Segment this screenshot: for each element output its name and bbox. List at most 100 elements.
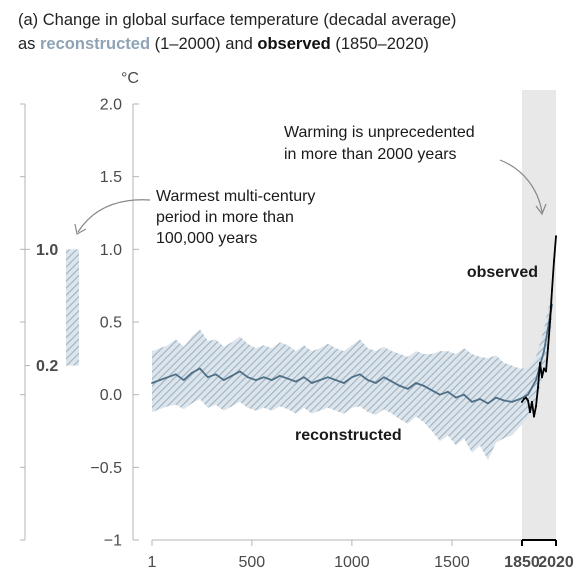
annotation-unprecedented: Warming is unprecedented in more than 200… <box>284 124 475 163</box>
x-tick-label: 1 <box>148 554 157 571</box>
observed-point <box>522 398 525 401</box>
reconstructed-point <box>535 379 537 382</box>
reconstructed-point <box>166 376 169 379</box>
reconstructed-point <box>294 380 297 383</box>
annotation-warmest-line: Warmest multi-century <box>156 188 315 205</box>
reconstructed-point <box>415 382 417 384</box>
reconstructed-point <box>431 389 433 392</box>
reconstructed-point <box>334 379 337 382</box>
reconstructed-point <box>375 382 377 384</box>
reconstructed-point <box>174 373 177 376</box>
observed-point <box>546 347 549 350</box>
y-tick-label: 1.0 <box>100 242 122 259</box>
reconstructed-point <box>543 350 545 352</box>
reconstructed-point <box>158 379 161 382</box>
reconstructed-point <box>503 399 505 402</box>
paleo-warm-period-bar <box>66 249 79 366</box>
x-tick-label: 1000 <box>334 554 370 571</box>
annotation-unprecedented-line: Warming is unprecedented <box>284 124 475 141</box>
reconstructed-point <box>342 382 345 384</box>
observed-point <box>524 396 527 399</box>
observed-point <box>538 361 541 364</box>
observed-point <box>544 370 547 373</box>
title-suffix: (1850–2020) <box>330 35 429 53</box>
reconstructed-point <box>270 379 273 382</box>
observed-point <box>532 415 535 418</box>
observed-point <box>555 235 557 238</box>
title-line-2: as reconstructed (1–2000) and observed (… <box>18 32 456 56</box>
reconstructed-point <box>367 379 369 382</box>
reconstructed-point <box>447 390 449 393</box>
reconstructed-point <box>479 398 481 400</box>
reconstructed-uncertainty-band <box>152 290 552 461</box>
x-tick-label: 500 <box>238 554 265 571</box>
y-axis-unit: °C <box>121 70 139 87</box>
observed-point <box>548 321 551 323</box>
reconstructed-point <box>214 373 217 376</box>
reconstructed-point <box>151 382 153 384</box>
reconstructed-point <box>455 396 457 399</box>
reconstructed-point <box>423 385 425 387</box>
reconstructed-point <box>302 376 305 379</box>
observed-point <box>536 386 539 389</box>
x-tick-label: 1850 <box>504 554 540 571</box>
reconstructed-point <box>359 373 361 376</box>
annotation-arrow-unprecedented <box>499 159 543 213</box>
reconstructed-point <box>206 376 209 379</box>
reconstructed-point <box>286 377 289 380</box>
observed-series-label: observed <box>467 264 538 281</box>
reconstructed-point <box>511 401 513 403</box>
y-tick-label: 0.5 <box>100 315 122 332</box>
x-tick-label: 1500 <box>434 554 470 571</box>
annotation-arrow-warmest <box>77 199 151 233</box>
reconstructed-point <box>310 382 313 384</box>
reconstructed-point <box>262 376 265 379</box>
y-tick-label: 2.0 <box>100 97 122 114</box>
chart-title: (a) Change in global surface temperature… <box>18 8 456 56</box>
title-prefix: as <box>18 35 41 53</box>
observed-point <box>534 405 537 408</box>
observed-point <box>520 400 523 403</box>
title-reconstructed: reconstructed <box>40 35 151 53</box>
annotation-arrowhead-warmest <box>74 223 87 235</box>
reconstructed-point <box>471 401 473 403</box>
reconstructed-point <box>278 374 281 377</box>
observed-point <box>526 399 529 402</box>
title-observed: observed <box>257 35 331 53</box>
reconstructed-point <box>463 393 465 396</box>
paleo-tick-label: 0.2 <box>36 358 58 375</box>
observed-point <box>528 411 531 414</box>
annotation-warmest-line: 100,000 years <box>156 230 257 247</box>
reconstructed-point <box>519 398 521 400</box>
reconstructed-point <box>318 379 321 382</box>
reconstructed-point <box>383 376 385 379</box>
observed-point <box>530 400 533 403</box>
reconstructed-point <box>246 376 249 379</box>
title-line-1: (a) Change in global surface temperature… <box>18 11 457 29</box>
observed-point <box>542 367 545 370</box>
reconstructed-point <box>326 376 329 379</box>
reconstructed-point <box>439 393 441 396</box>
observed-point <box>540 376 543 379</box>
reconstructed-point <box>407 387 409 390</box>
x-tick-label: 2020 <box>538 554 574 571</box>
reconstructed-point <box>527 393 529 396</box>
reconstructed-point <box>230 374 233 377</box>
y-tick-label: 0.0 <box>100 387 122 404</box>
annotation-warmest: Warmest multi-century period in more than… <box>156 188 315 247</box>
reconstructed-point <box>487 402 489 405</box>
y-tick-label: −0.5 <box>90 460 122 477</box>
reconstructed-series-label: reconstructed <box>295 427 402 444</box>
reconstructed-point <box>391 380 393 383</box>
reconstructed-point <box>222 379 225 382</box>
y-tick-label: 1.5 <box>100 169 122 186</box>
reconstructed-point <box>198 367 201 370</box>
reconstructed-point <box>190 371 193 374</box>
title-mid: (1–2000) and <box>150 35 258 53</box>
reconstructed-point <box>399 385 401 387</box>
annotation-arrowhead-unprecedented <box>535 203 547 216</box>
annotation-warmest-line: period in more than <box>156 209 294 226</box>
reconstructed-point <box>238 370 241 373</box>
observed-point <box>550 289 553 292</box>
